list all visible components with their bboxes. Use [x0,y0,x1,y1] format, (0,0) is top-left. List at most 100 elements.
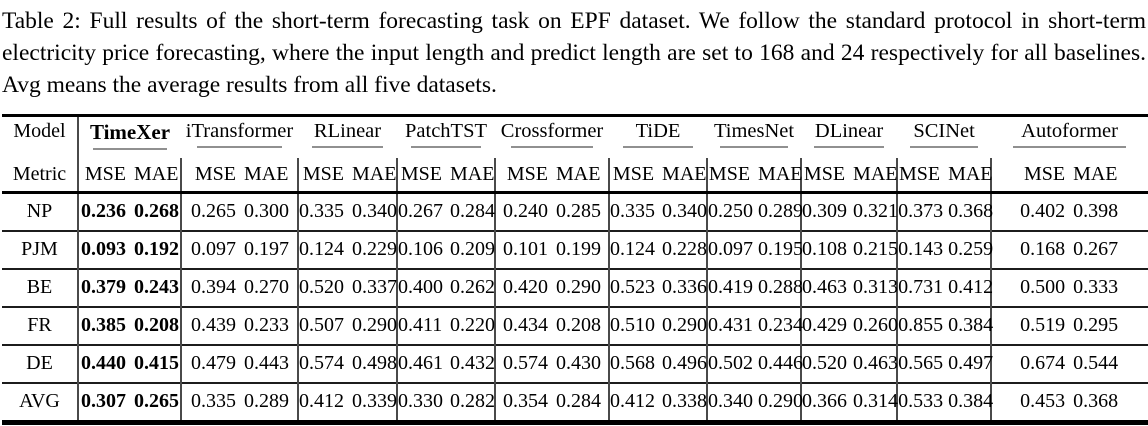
mse-header: MSE [396,157,447,194]
row-label: FR [2,305,79,345]
model-corner-label: Model [2,113,79,158]
mse-value: 0.461 [396,343,447,383]
mae-value: 0.463 [849,343,898,383]
mae-value: 0.199 [552,229,610,269]
column-header-crossformer: Crossformer [495,113,610,158]
mse-value: 0.108 [800,229,850,269]
mse-value: 0.431 [706,305,755,345]
table-row-pjm: PJM 0.093 0.192 0.097 0.197 0.124 0.229 0.106 0.… [2,229,1148,269]
table-row-be: BE 0.379 0.243 0.394 0.270 0.520 0.337 0.400 0.2… [2,267,1148,307]
mae-value: 0.496 [658,343,708,383]
mae-value: 0.233 [240,305,298,345]
table-row-de: DE 0.440 0.415 0.479 0.443 0.574 0.498 0.461 0.4… [2,343,1148,383]
mse-value: 0.533 [896,381,945,425]
mae-value: 0.497 [944,343,993,383]
mse-value: 0.124 [608,229,659,269]
mae-header: MAE [552,157,610,194]
mse-value: 0.093 [77,229,130,269]
mse-value: 0.385 [77,305,130,345]
column-header-patchtst: PatchTST [397,113,496,158]
cmidrule [311,145,384,148]
mse-value: 0.479 [180,343,240,383]
mae-value: 0.220 [446,305,496,345]
mae-value: 0.192 [130,229,181,269]
mae-value: 0.340 [662,200,708,223]
cmidrule [622,145,694,148]
mae-value: 0.262 [446,267,496,307]
table-row-fr: FR 0.385 0.208 0.439 0.233 0.507 0.290 0.411 0.2… [2,305,1148,345]
mse-value: 0.674 [990,343,1070,383]
column-header-itransformer: iTransformer [181,113,298,158]
mae-header: MAE [240,157,298,194]
mse-value: 0.412 [608,381,659,425]
mae-value: 0.289 [758,200,804,223]
mse-value: 0.510 [608,305,659,345]
mae-value: 0.243 [130,267,181,307]
mae-value: 0.368 [1069,381,1148,425]
mae-value: 0.384 [944,381,993,425]
mse-header: MSE [494,157,553,194]
mse-header: MSE [608,157,659,194]
mae-value: 0.260 [849,305,898,345]
mse-value: 0.394 [180,267,240,307]
mse-value: 0.402 [990,192,1070,231]
mae-value: 0.229 [348,229,398,269]
table-row-np: NP 0.236 0.268 0.265 0.300 0.335 0.340 0.267 0.2… [2,192,1148,231]
mae-value: 0.289 [240,381,298,425]
mse-value: 0.240 [494,192,553,231]
column-header-scinet: SCINet [897,113,992,158]
cmidrule [720,145,788,148]
table-row-avg: AVG 0.307 0.265 0.335 0.289 0.412 0.339 0.330 0.… [2,381,1148,425]
cmidrule [910,145,978,148]
mse-value: 0.340 [706,381,755,425]
mse-value: 0.335 [180,381,240,425]
mse-value: 0.440 [77,343,130,383]
mse-value: 0.574 [494,343,553,383]
mse-value: 0.855 [896,305,945,345]
mae-value: 0.300 [244,200,289,223]
mse-header: MSE [990,157,1070,194]
mse-value: 0.106 [396,229,447,269]
mse-value: 0.507 [297,305,348,345]
cmidrule [510,145,594,148]
mse-value: 0.366 [800,381,850,425]
mse-value: 0.335 [608,192,659,231]
mae-value: 0.430 [552,343,610,383]
mse-value: 0.500 [990,267,1070,307]
row-label: NP [2,192,79,231]
metric-corner-label: Metric [2,157,79,194]
cmidrule [410,145,482,148]
mse-value: 0.400 [396,267,447,307]
mse-value: 0.354 [494,381,553,425]
mse-value: 0.434 [494,305,553,345]
mse-value: 0.265 [180,192,240,231]
column-header-tide: TiDE [609,113,708,158]
mae-value: 0.498 [348,343,398,383]
mse-value: 0.168 [990,229,1070,269]
mae-value: 0.321 [853,200,899,223]
mse-value: 0.236 [77,192,130,231]
mse-value: 0.379 [77,267,130,307]
mse-value: 0.574 [297,343,348,383]
mse-value: 0.335 [297,192,348,231]
mse-value: 0.453 [990,381,1070,425]
mae-value: 0.338 [658,381,708,425]
mse-value: 0.520 [297,267,348,307]
mse-value: 0.143 [896,229,945,269]
mse-value: 0.520 [800,343,850,383]
mae-value: 0.285 [556,200,602,223]
mae-value: 0.234 [754,305,803,345]
mse-value: 0.101 [494,229,553,269]
row-label: AVG [2,381,79,425]
results-table-body: NP 0.236 0.268 0.265 0.300 0.335 0.340 0.267 0.2… [2,192,1148,425]
row-label: DE [2,343,79,383]
mse-value: 0.097 [706,229,755,269]
mae-header: MAE [658,157,708,194]
mae-value: 0.267 [1069,229,1148,269]
mse-header: MSE [180,157,240,194]
mae-value: 0.314 [849,381,898,425]
mae-header: MAE [446,157,496,194]
mae-value: 0.265 [130,381,181,425]
column-header-timesnet: TimesNet [707,113,802,158]
